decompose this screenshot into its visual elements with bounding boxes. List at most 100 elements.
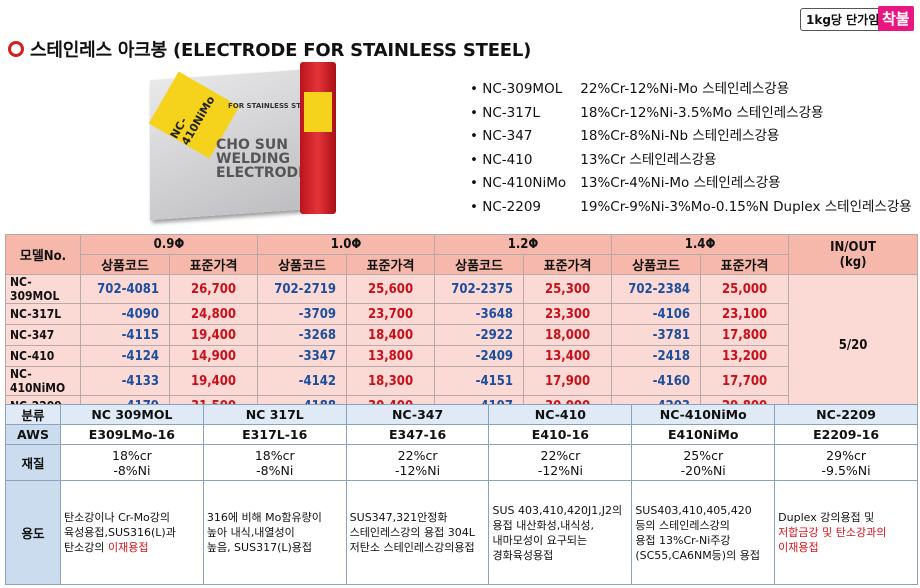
usage-text: 용접 13%Cr-Ni주강 [635, 533, 731, 547]
spec-cell: E347-16 [345, 424, 490, 445]
product-item: • NC-410NiMo 13%Cr-4%Ni-Mo 스테인레스강용 [470, 172, 912, 196]
size-header: 1.4Φ [611, 234, 790, 255]
price-header: 표준가격 [700, 254, 790, 275]
price-header: 표준가격 [523, 254, 613, 275]
code-cell: -4160 [611, 366, 702, 396]
material-line: 18%cr [254, 447, 295, 463]
spec-cell: E317L-16 [202, 424, 347, 445]
usage-line: Duplex 강의용접 및 [778, 510, 914, 525]
title-row: 스테인레스 아크봉 (ELECTRODE FOR STAINLESS STEEL… [8, 36, 531, 62]
spec-cell: NC 317L [202, 404, 347, 425]
usage-text: 경화육성용접 [492, 548, 554, 562]
price-cell: 19,400 [168, 366, 259, 396]
product-model: NC-317L [482, 104, 540, 121]
usage-line: 저합금강 및 탄소강과의 [778, 525, 914, 540]
page-title: 스테인레스 아크봉 (ELECTRODE FOR STAINLESS STEEL… [30, 40, 532, 61]
usage-line: 용접 13%Cr-Ni주강 [635, 533, 771, 548]
usage-line: 이재용접 [778, 540, 914, 555]
spec-cell: NC-410 [488, 404, 633, 425]
usage-line: 탄소강이나 Cr-Mo강의 [64, 510, 200, 525]
price-cell: 17,800 [700, 324, 790, 346]
price-cell: 13,400 [523, 345, 613, 367]
size-header: 1.2Φ [434, 234, 613, 255]
code-header: 상품코드 [434, 254, 525, 275]
product-model: NC-410NiMo [482, 175, 567, 191]
inout-header-line: IN/OUT [830, 239, 876, 255]
code-cell: -2409 [434, 345, 525, 367]
price-header: 표준가격 [346, 254, 436, 275]
code-cell: -2922 [434, 324, 525, 346]
spec-row: 재질 18%cr -8%Ni 18%cr -8%Ni 22%cr -12%Ni 22%cr -1… [5, 444, 918, 481]
price-cell: 24,800 [168, 303, 259, 325]
material-line: 18%cr [112, 447, 152, 463]
usage-line: SUS403,410,405,420 [635, 503, 771, 518]
usage-cell: SUS403,410,405,420 등의 스테인레스강의 용접 13%Cr-Ni주… [631, 480, 776, 585]
usage-text: 저탄소 스테인레스강의용접 [349, 541, 475, 554]
product-item: • NC-347 18%Cr-8%Ni-Nb 스테인레스강용 [470, 125, 912, 149]
usage-text: (SC55,CA6NM등)의 용접 [635, 548, 760, 562]
inout-header: IN/OUT (kg) [788, 234, 918, 275]
model-cell: NC-347 [5, 324, 81, 346]
spec-cell: E2209-16 [774, 424, 918, 445]
usage-text: SUS347,321안정화 [349, 511, 448, 524]
spec-cell: NC 309MOL [60, 404, 204, 425]
material-line: 22%cr [397, 447, 438, 463]
usage-line: 경화육성용접 [492, 548, 628, 563]
usage-line: (SC55,CA6NM등)의 용접 [635, 548, 771, 563]
material-cell: 18%cr -8%Ni [60, 444, 204, 481]
spec-cell: E410-16 [488, 424, 633, 445]
code-cell: -3268 [257, 324, 348, 346]
usage-line: 높음, SUS317(L)용접 [207, 540, 343, 555]
usage-text: 육성용접,SUS316(L)과 [64, 526, 176, 539]
material-line: -12%Ni [395, 462, 441, 478]
usage-line: 316에 비해 Mo함유량이 [207, 510, 343, 525]
code-cell: -4124 [80, 345, 170, 367]
usage-text: SUS 403,410,420J1,J2의 [492, 503, 623, 517]
usage-text: 내마모성이 요구되는 [492, 533, 588, 547]
inout-header-line: (kg) [839, 254, 867, 270]
price-cell: 17,900 [523, 366, 613, 396]
code-header: 상품코드 [80, 254, 170, 275]
usage-line: 저탄소 스테인레스강의용접 [350, 540, 486, 555]
usage-line: 내마모성이 요구되는 [492, 533, 628, 548]
product-item: • NC-309MOL 22%Cr-12%Ni-Mo 스테인레스강용 [470, 78, 912, 102]
price-cell: 26,700 [168, 274, 259, 304]
product-spec: 19%Cr-9%Ni-3%Mo-0.15%N Duplex 스테인레스강용 [580, 198, 912, 215]
product-tube [300, 62, 336, 214]
price-cell: 18,400 [346, 324, 436, 346]
model-cell: NC-410NiMO [5, 366, 81, 396]
inout-cell: 5/20 [788, 274, 918, 417]
spec-cell: E309LMo-16 [60, 424, 204, 445]
code-cell: -4151 [434, 366, 525, 396]
code-cell: -4133 [80, 366, 170, 396]
price-row: NC-317L -4090 24,800 -3709 23,700 -3648 23,300… [5, 303, 918, 325]
title-icon [8, 41, 24, 57]
usage-cell: Duplex 강의용접 및 저합금강 및 탄소강과의 이재용접 [774, 480, 918, 585]
code-cell: -4090 [80, 303, 170, 325]
code-cell: -4142 [257, 366, 348, 396]
spec-table: 분류 NC 309MOL NC 317L NC-347 NC-410 NC-410NiMo… [5, 404, 918, 585]
model-cell: NC-317L [5, 303, 81, 325]
code-cell: 702-2375 [434, 274, 525, 304]
header-row: 모델No. 0.9Φ 1.0Φ 1.2Φ 1.4Φ IN/OUT (kg) [5, 234, 918, 275]
code-header: 상품코드 [257, 254, 348, 275]
material-cell: 18%cr -8%Ni [202, 444, 347, 481]
usage-text: 용접 내산화성,내식성, [492, 518, 595, 532]
code-cell: 702-2719 [257, 274, 348, 304]
model-header: 모델No. [5, 234, 81, 275]
usage-line: 육성용접,SUS316(L)과 [64, 525, 200, 540]
code-cell: -4115 [80, 324, 170, 346]
material-line: 25%cr [683, 447, 724, 463]
product-item: • NC-410 13%Cr 스테인레스강용 [470, 149, 912, 173]
row-header: 용도 [5, 480, 61, 585]
material-cell: 29%cr -9.5%Ni [774, 444, 918, 481]
usage-line: 탄소강의 이재용접 [64, 540, 200, 555]
usage-line: SUS347,321안정화 [350, 510, 486, 525]
price-unit-badge: 1kg당 단가임 [800, 8, 886, 31]
price-row: NC-347 -4115 19,400 -3268 18,400 -2922 18,000-… [5, 324, 918, 346]
row-header: 분류 [5, 404, 61, 425]
usage-text: 이재용접 [778, 541, 819, 554]
price-cell: 13,800 [346, 345, 436, 367]
product-spec: 13%Cr-4%Ni-Mo 스테인레스강용 [580, 175, 781, 191]
product-image: NC-410NiMo FOR STAINLESS STEEL CHO SUN W… [148, 62, 350, 222]
